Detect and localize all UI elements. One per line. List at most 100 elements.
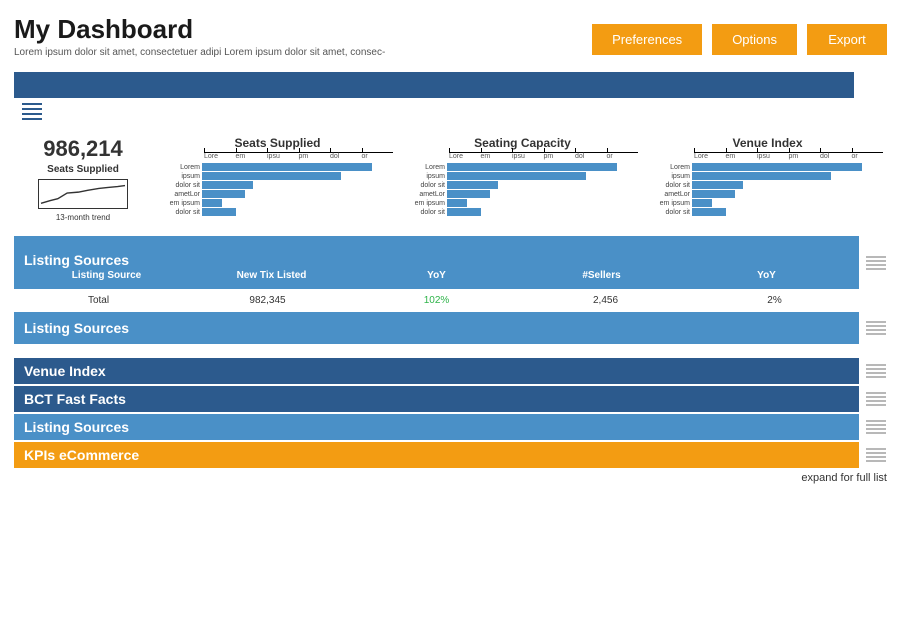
- bar: [447, 190, 490, 198]
- top-bar-row: [14, 72, 887, 124]
- bar-label: Lorem: [652, 164, 692, 171]
- chart-axis: Loreemipsupmdolor: [204, 152, 393, 160]
- chart-axis: Loreemipsupmdolor: [694, 152, 883, 160]
- bar-row: ametLor: [407, 190, 638, 198]
- listing-sources-group: Listing Sources Listing SourceNew Tix Li…: [14, 236, 887, 344]
- bar-label: em ipsum: [652, 200, 692, 207]
- axis-tick: or: [852, 153, 884, 160]
- section-menu-icon[interactable]: [865, 386, 887, 412]
- preferences-button[interactable]: Preferences: [592, 24, 702, 55]
- section-menu-icon[interactable]: [865, 312, 887, 344]
- panel-header[interactable]: BCT Fast Facts: [14, 386, 859, 412]
- section-menu-icon[interactable]: [865, 236, 887, 289]
- bar: [447, 199, 467, 207]
- chart-bars: Loremipsumdolor sitametLorem ipsumdolor …: [652, 163, 883, 216]
- axis-tick: Lore: [204, 153, 236, 160]
- axis-tick: dol: [575, 153, 607, 160]
- axis-tick: ipsu: [757, 153, 789, 160]
- axis-tick: or: [607, 153, 639, 160]
- table-cell: 982,345: [183, 295, 352, 306]
- bar-label: em ipsum: [407, 200, 447, 207]
- bar-row: em ipsum: [407, 199, 638, 207]
- bar-row: Lorem: [162, 163, 393, 171]
- bar-row: dolor sit: [652, 181, 883, 189]
- bar: [202, 190, 245, 198]
- bar-label: dolor sit: [162, 209, 202, 216]
- bar: [447, 208, 481, 216]
- bar-label: ametLor: [162, 191, 202, 198]
- axis-tick: pm: [544, 153, 576, 160]
- chart-axis: Loreemipsupmdolor: [449, 152, 638, 160]
- sparkline-chart: [38, 179, 128, 209]
- bar-label: ipsum: [407, 173, 447, 180]
- mini-bar-chart: Venue IndexLoreemipsupmdolorLoremipsumdo…: [652, 136, 883, 222]
- column-header: New Tix Listed: [189, 270, 354, 281]
- panel-header[interactable]: Venue Index: [14, 358, 859, 384]
- axis-tick: ipsu: [512, 153, 544, 160]
- export-button[interactable]: Export: [807, 24, 887, 55]
- column-header: Listing Source: [24, 270, 189, 281]
- bar-row: em ipsum: [162, 199, 393, 207]
- bar-row: dolor sit: [162, 181, 393, 189]
- chart-title: Seats Supplied: [162, 136, 393, 150]
- axis-tick: em: [481, 153, 513, 160]
- bar-label: ametLor: [407, 191, 447, 198]
- section-menu-icon[interactable]: [865, 414, 887, 440]
- bar-label: ipsum: [162, 173, 202, 180]
- page-subtitle: Lorem ipsum dolor sit amet, consectetuer…: [14, 47, 385, 58]
- chart-title: Seating Capacity: [407, 136, 638, 150]
- bar: [202, 172, 341, 180]
- axis-tick: Lore: [449, 153, 481, 160]
- axis-tick: or: [362, 153, 394, 160]
- bar-row: dolor sit: [162, 208, 393, 216]
- column-header: YoY: [354, 270, 519, 281]
- table-cell: 2%: [690, 295, 859, 306]
- bar-label: dolor sit: [162, 182, 202, 189]
- options-button[interactable]: Options: [712, 24, 797, 55]
- bar: [447, 172, 586, 180]
- bar: [202, 208, 236, 216]
- listing-sources-header[interactable]: Listing Sources Listing SourceNew Tix Li…: [14, 236, 859, 289]
- menu-icon[interactable]: [20, 98, 44, 124]
- section-menu-icon[interactable]: [865, 358, 887, 384]
- chart-bars: Lorem ipsum dolor sit ametLor em ipsum dolor …: [162, 163, 393, 216]
- mini-bar-chart: Seats Supplied LoreemipsupmdolorLorem ipsu…: [162, 136, 393, 222]
- table-cell: 2,456: [521, 295, 690, 306]
- bar: [447, 163, 617, 171]
- panel-row: Listing Sources: [14, 414, 887, 440]
- bar-label: em ipsum: [162, 200, 202, 207]
- panel-header[interactable]: Listing Sources: [14, 414, 859, 440]
- panels-container: Venue IndexBCT Fast FactsListing Sources…: [14, 358, 887, 468]
- bar: [692, 199, 712, 207]
- bar-label: dolor sit: [407, 209, 447, 216]
- page-header: My Dashboard Lorem ipsum dolor sit amet,…: [14, 14, 887, 58]
- header-left: My Dashboard Lorem ipsum dolor sit amet,…: [14, 14, 385, 58]
- axis-tick: Lore: [694, 153, 726, 160]
- page-title: My Dashboard: [14, 14, 385, 45]
- listing-table-header: Listing SourceNew Tix ListedYoY#SellersY…: [24, 268, 849, 283]
- bar: [447, 181, 498, 189]
- bar-label: Lorem: [162, 164, 202, 171]
- section-menu-icon[interactable]: [865, 442, 887, 468]
- bar-label: Lorem: [407, 164, 447, 171]
- bar-row: ipsum: [652, 172, 883, 180]
- table-cell: Total: [14, 295, 183, 306]
- bar-row: ipsum: [162, 172, 393, 180]
- panel-row: KPIs eCommerce: [14, 442, 887, 468]
- bar: [692, 181, 743, 189]
- expand-link[interactable]: expand for full list: [14, 472, 887, 484]
- panel-header[interactable]: KPIs eCommerce: [14, 442, 859, 468]
- bar-label: dolor sit: [407, 182, 447, 189]
- axis-tick: em: [236, 153, 268, 160]
- bar-row: em ipsum: [652, 199, 883, 207]
- bar-label: ipsum: [652, 173, 692, 180]
- kpi-block: 986,214 Seats Supplied 13-month trend: [18, 136, 148, 222]
- bar-row: Lorem: [652, 163, 883, 171]
- section-title: Listing Sources: [24, 320, 129, 336]
- bar: [202, 163, 372, 171]
- header-buttons: Preferences Options Export: [592, 24, 887, 55]
- listing-sources-header-2[interactable]: Listing Sources: [14, 312, 859, 344]
- panel-row: Venue Index: [14, 358, 887, 384]
- bar-row: Lorem: [407, 163, 638, 171]
- axis-tick: pm: [789, 153, 821, 160]
